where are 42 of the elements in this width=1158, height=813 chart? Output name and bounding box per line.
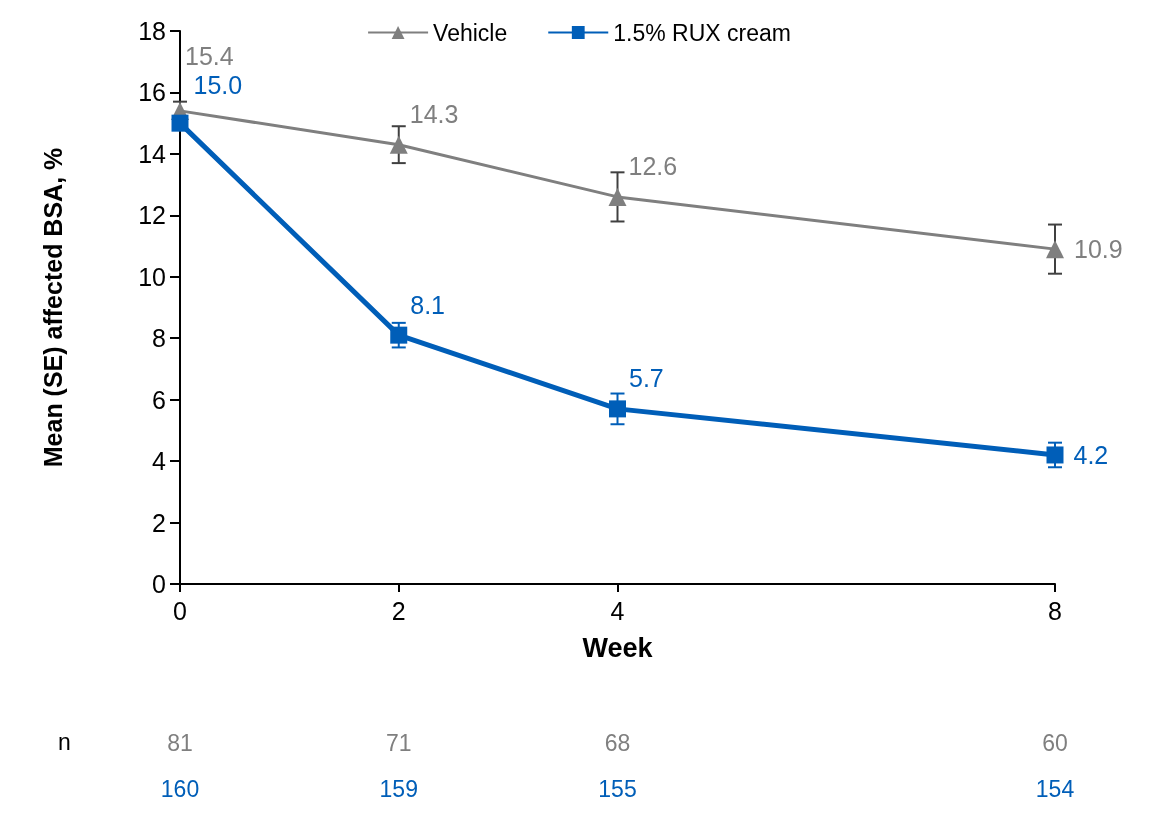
x-tick-label: 2 [391, 596, 406, 625]
point [609, 400, 626, 418]
x-axis-title: Week [582, 632, 654, 663]
y-tick-label: 18 [138, 17, 166, 45]
data-label: 8.1 [410, 290, 446, 319]
data-label: 15.4 [185, 41, 234, 70]
x-tick-label: 4 [610, 596, 625, 625]
text: n [58, 728, 71, 755]
y-tick-label: 14 [138, 139, 167, 168]
data-label: 10.9 [1074, 235, 1123, 264]
text: 154 [1035, 776, 1075, 802]
data-label: 15.0 [193, 70, 243, 99]
y-tick-label: 12 [138, 201, 166, 230]
data-label: 12.6 [628, 151, 678, 180]
text: 60 [1042, 730, 1068, 756]
point [1046, 240, 1064, 259]
y-tick-label: 16 [138, 78, 166, 107]
point [390, 326, 408, 344]
point [389, 135, 408, 154]
y-tick-label: 10 [138, 262, 166, 291]
data-label: 5.7 [629, 364, 664, 393]
legend-label: 1.5% RUX cream [613, 19, 791, 46]
x-tick-label: 0 [173, 596, 187, 625]
y-tick-label: 4 [152, 447, 167, 476]
text: 159 [379, 776, 418, 802]
text: 71 [385, 730, 412, 756]
y-tick-label: 8 [152, 324, 166, 353]
y-tick-label: 0 [152, 570, 166, 598]
point [608, 187, 627, 206]
x-tick-label: 8 [1048, 596, 1062, 625]
y-tick-label: 2 [152, 508, 166, 537]
text: 155 [598, 776, 637, 802]
text: 68 [604, 730, 631, 756]
point [1046, 446, 1064, 464]
y-tick-label: 6 [152, 385, 166, 414]
point [171, 114, 189, 132]
data-label: 4.2 [1073, 440, 1109, 469]
y-axis-title: Mean (SE) affected BSA, % [38, 147, 67, 468]
legend-label: Vehicle [433, 19, 508, 46]
data-label: 14.3 [409, 99, 459, 128]
text: 160 [160, 776, 200, 802]
text: 81 [167, 730, 193, 756]
